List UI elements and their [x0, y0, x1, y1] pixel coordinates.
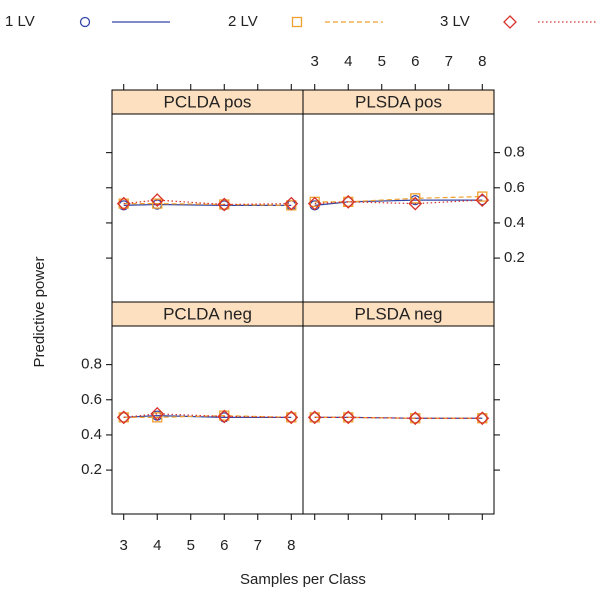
x-tick-label: 3: [311, 53, 319, 70]
y-tick-label: 0.2: [504, 249, 525, 266]
panel-title: PCLDA neg: [163, 304, 252, 323]
y-tick-label: 0.4: [504, 214, 525, 231]
data-point: [150, 406, 165, 421]
legend-label: 1 LV: [5, 13, 35, 30]
data-point: [307, 410, 322, 425]
data-point: [116, 196, 131, 211]
data-point: [217, 197, 232, 212]
y-axis-label: Predictive power: [31, 257, 48, 368]
panel-title: PCLDA pos: [164, 92, 252, 111]
data-point: [408, 196, 423, 211]
series-line: [314, 199, 483, 206]
data-point: [217, 409, 232, 424]
series-line: [314, 199, 483, 205]
x-tick-label: 3: [120, 537, 128, 554]
data-point: [150, 193, 165, 208]
legend-marker: [503, 15, 517, 29]
x-tick-label: 7: [254, 537, 262, 554]
series-line: [314, 195, 483, 203]
series-line: [123, 415, 292, 418]
y-tick-label: 0.8: [504, 144, 525, 161]
x-tick-label: 6: [411, 53, 419, 70]
data-point: [307, 196, 322, 211]
data-point: [475, 411, 490, 426]
series-line: [123, 203, 292, 206]
series-line: [123, 199, 292, 206]
x-tick-label: 5: [378, 53, 386, 70]
data-point: [477, 413, 488, 424]
legend-marker: [291, 16, 303, 28]
data-point: [284, 196, 299, 211]
data-point: [152, 412, 163, 423]
x-axis-label: Samples per Class: [240, 571, 366, 588]
series-line: [123, 413, 292, 418]
y-tick-label: 0.4: [81, 426, 102, 443]
strip: [302, 89, 495, 115]
legend-label: 2 LV: [228, 13, 258, 30]
panel-frame: [302, 325, 495, 515]
data-point: [477, 191, 488, 202]
y-tick-label: 0.2: [81, 461, 102, 478]
x-tick-label: 8: [478, 53, 486, 70]
data-point: [410, 193, 421, 204]
data-point: [408, 411, 423, 426]
data-point: [284, 410, 299, 425]
y-tick-label: 0.6: [81, 391, 102, 408]
data-point: [341, 410, 356, 425]
x-tick-label: 7: [445, 53, 453, 70]
x-tick-label: 4: [153, 537, 161, 554]
legend-marker: [79, 16, 91, 28]
data-point: [116, 410, 131, 425]
x-tick-label: 4: [344, 53, 352, 70]
panel-frame: [302, 113, 495, 303]
series-line: [123, 203, 292, 206]
data-point: [475, 193, 490, 208]
y-tick-label: 0.8: [81, 356, 102, 373]
data-point: [286, 412, 297, 423]
series-line: [314, 416, 483, 419]
panel-frame: [111, 113, 304, 303]
x-tick-label: 8: [287, 537, 295, 554]
y-tick-label: 0.6: [504, 179, 525, 196]
legend-label: 3 LV: [440, 13, 470, 30]
data-point: [152, 198, 163, 209]
panel-frame: [111, 325, 304, 515]
panel-title: PLSDA neg: [355, 304, 443, 323]
panel-title: PLSDA pos: [355, 92, 442, 111]
x-tick-label: 6: [220, 537, 228, 554]
data-point: [341, 194, 356, 209]
x-tick-label: 5: [187, 537, 195, 554]
